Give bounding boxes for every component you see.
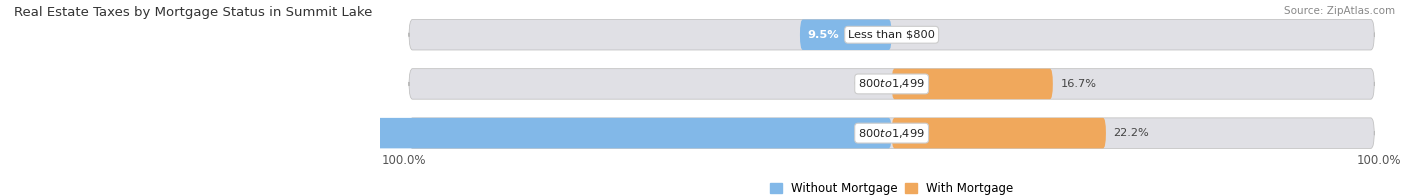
Text: $800 to $1,499: $800 to $1,499 — [858, 127, 925, 140]
Text: 0.0%: 0.0% — [901, 30, 931, 40]
Text: 100.0%: 100.0% — [1357, 154, 1402, 167]
Text: Source: ZipAtlas.com: Source: ZipAtlas.com — [1284, 6, 1395, 16]
FancyBboxPatch shape — [891, 69, 1053, 99]
Text: Real Estate Taxes by Mortgage Status in Summit Lake: Real Estate Taxes by Mortgage Status in … — [14, 6, 373, 19]
Text: Less than $800: Less than $800 — [848, 30, 935, 40]
Legend: Without Mortgage, With Mortgage: Without Mortgage, With Mortgage — [770, 182, 1014, 195]
Text: 90.5%: 90.5% — [25, 128, 65, 138]
FancyBboxPatch shape — [409, 118, 1374, 148]
Text: 9.5%: 9.5% — [807, 30, 839, 40]
Text: 16.7%: 16.7% — [1060, 79, 1097, 89]
Text: 100.0%: 100.0% — [382, 154, 426, 167]
Text: 0.0%: 0.0% — [853, 79, 882, 89]
FancyBboxPatch shape — [800, 20, 891, 50]
Text: 22.2%: 22.2% — [1114, 128, 1149, 138]
FancyBboxPatch shape — [409, 69, 1374, 99]
FancyBboxPatch shape — [891, 118, 1107, 148]
FancyBboxPatch shape — [18, 118, 891, 148]
Text: $800 to $1,499: $800 to $1,499 — [858, 77, 925, 90]
FancyBboxPatch shape — [409, 20, 1374, 50]
